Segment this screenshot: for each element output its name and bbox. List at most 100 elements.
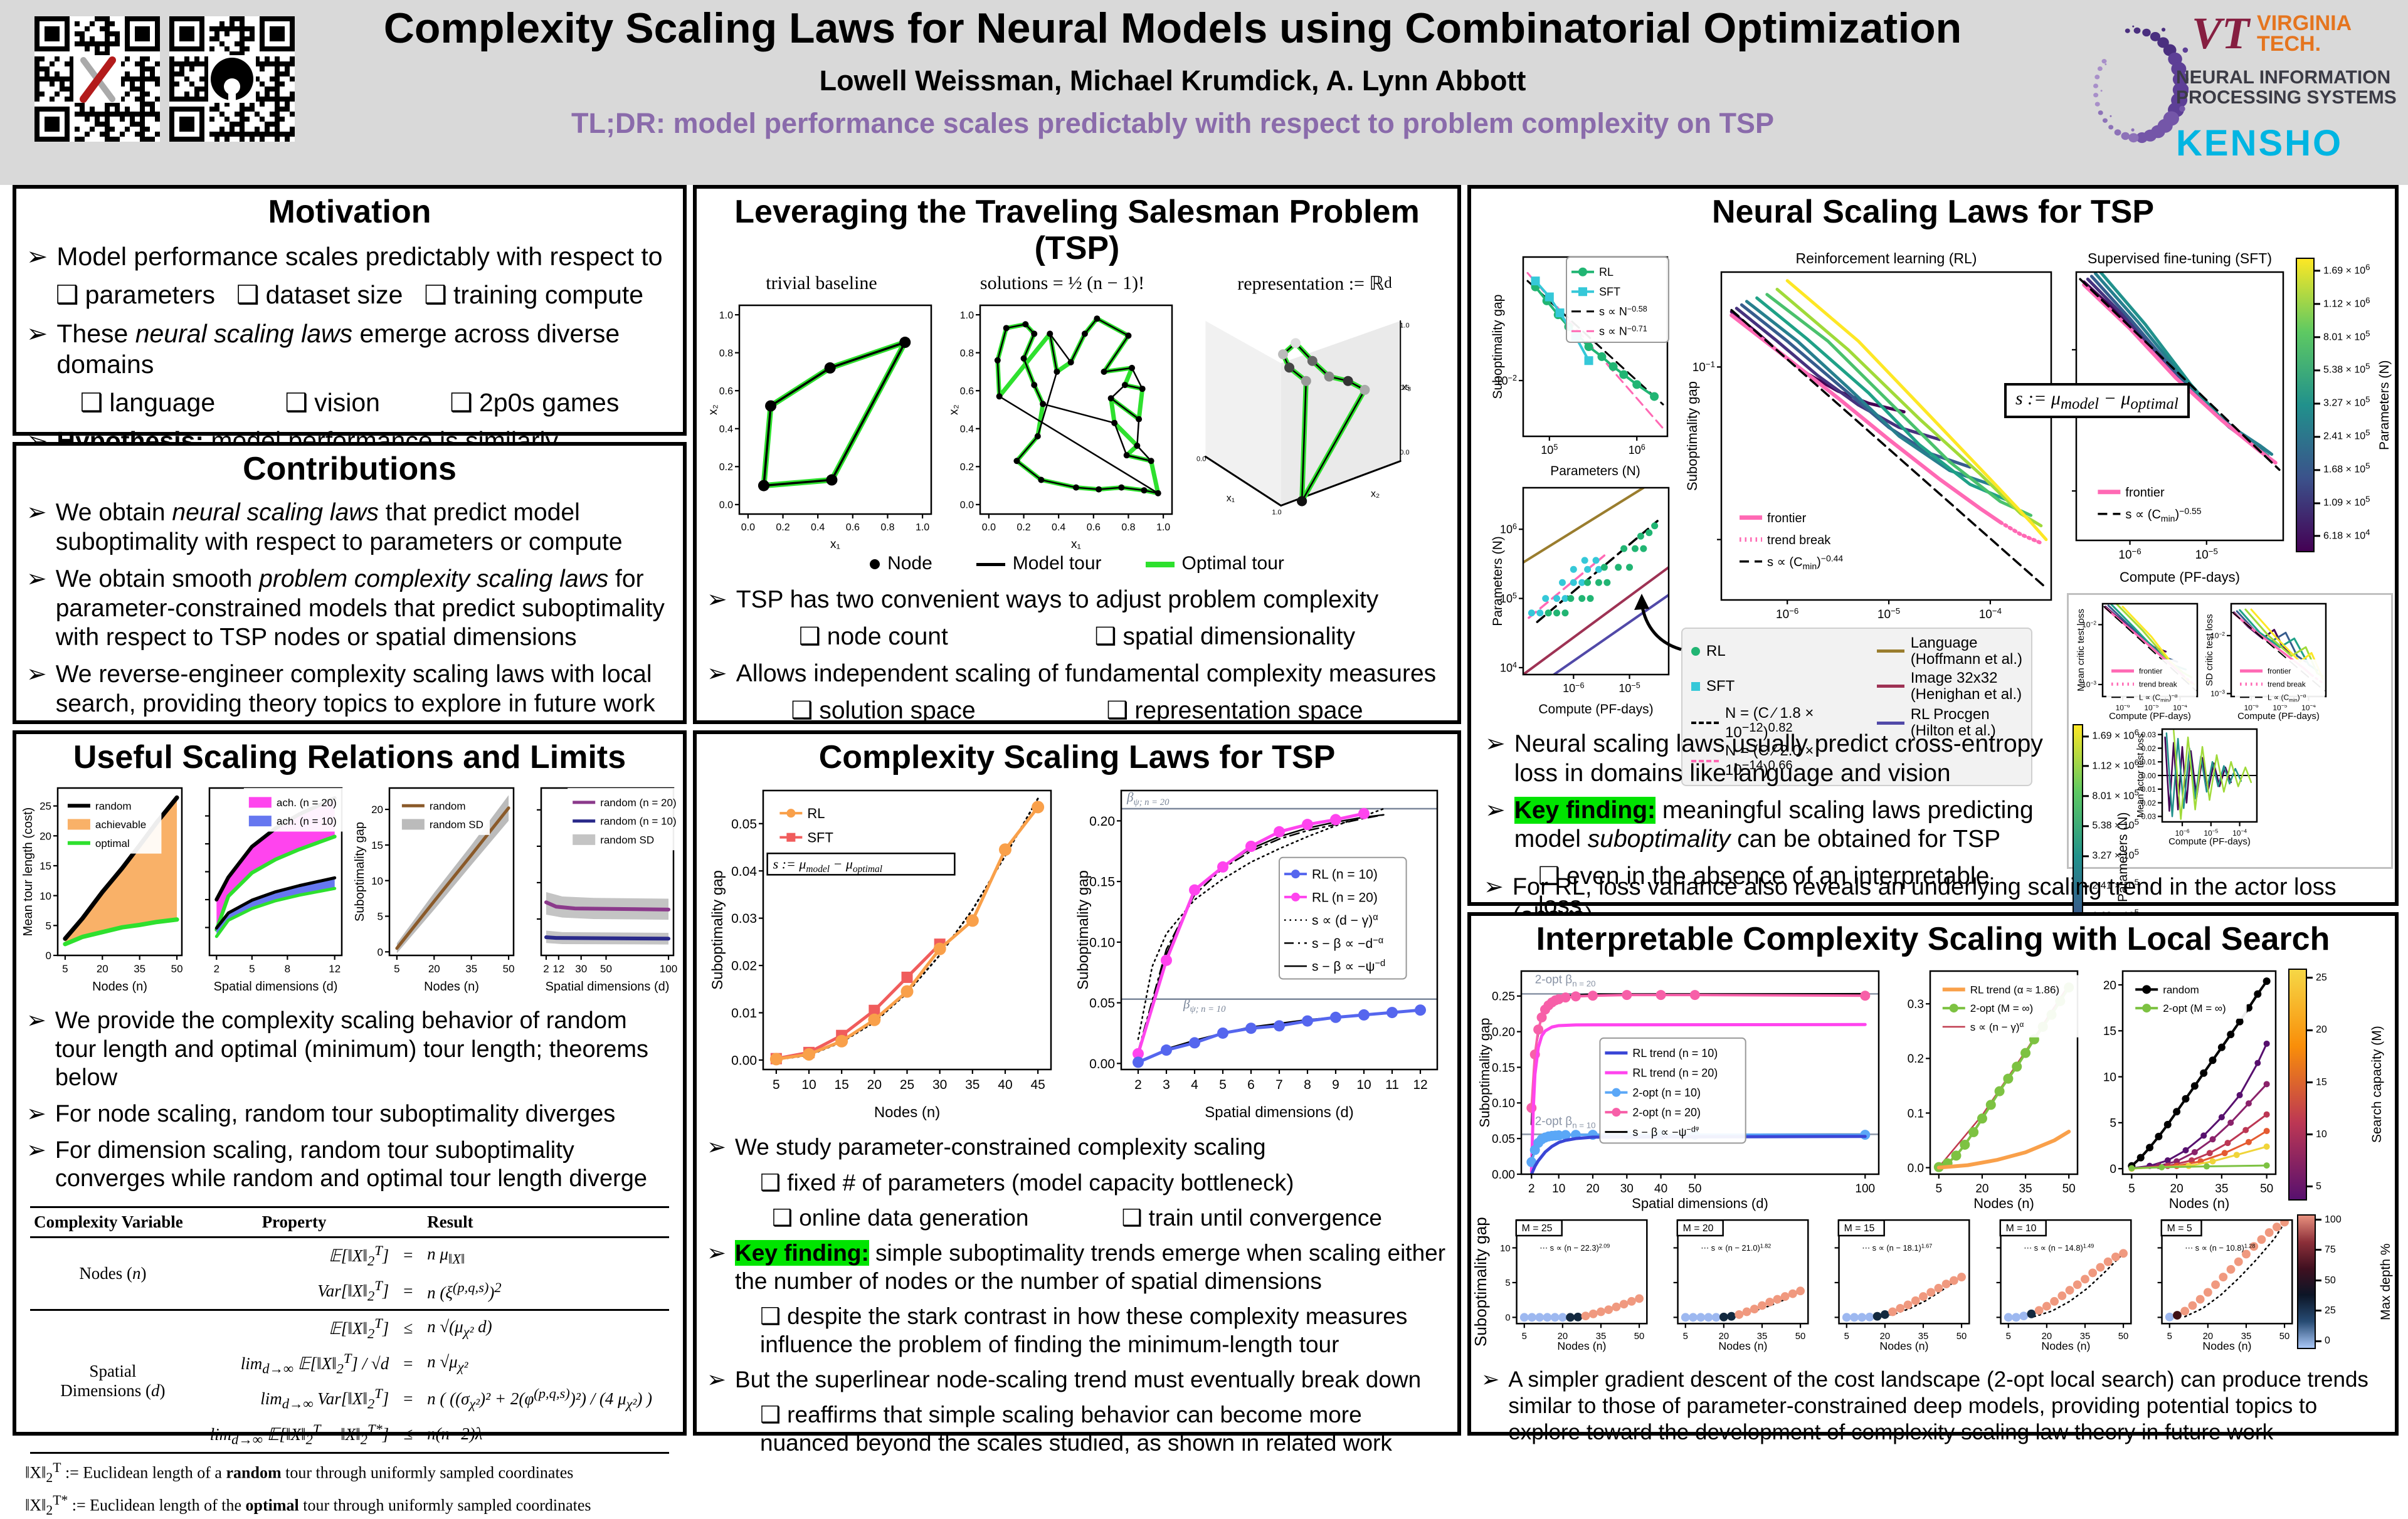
colorbar-parameters: 1.69 × 106 1.12 × 106 8.01 × 105 5.38 × 105… <box>2296 258 2394 552</box>
chart-rl-compute: 10−610−510−410−1Compute (PF-days)Subopti… <box>1681 242 2057 646</box>
svg-text:0.5: 0.5 <box>1400 384 1409 392</box>
svg-text:5: 5 <box>1505 1278 1510 1288</box>
tsp-legend-item: Node <box>870 553 932 574</box>
svg-text:0.6: 0.6 <box>719 386 733 397</box>
svg-text:5: 5 <box>2005 1332 2010 1342</box>
svg-text:s ∝ (n − γ)α: s ∝ (n − γ)α <box>1970 1020 2024 1033</box>
svg-text:Parameters (N): Parameters (N) <box>1550 464 1640 478</box>
svg-text:Nodes (n): Nodes (n) <box>2041 1340 2090 1352</box>
svg-text:Nodes (n): Nodes (n) <box>1557 1340 1606 1352</box>
svg-text:0.15: 0.15 <box>1089 875 1115 890</box>
bullet-arrow-icon: ➢ <box>26 242 48 271</box>
colorbar-tick: 2.41 × 105 <box>2083 877 2139 891</box>
svg-text:RL trend (n = 20): RL trend (n = 20) <box>1632 1067 1718 1080</box>
svg-text:0.00: 0.00 <box>2141 771 2157 780</box>
svg-text:106: 106 <box>1500 522 1517 535</box>
svg-text:random SD: random SD <box>430 819 483 831</box>
bullet-arrow-icon: ➢ <box>26 661 47 688</box>
svg-text:0.0: 0.0 <box>741 522 755 533</box>
svg-text:50: 50 <box>1956 1332 1967 1342</box>
colorbar-tick: 25 <box>2316 1305 2336 1317</box>
svg-text:Parameters (N): Parameters (N) <box>1491 536 1505 626</box>
chart-tour-length-vs-nodes: 5 20 35 50 0 5 10 15 20 25 Nodes (n) Mean tour leng… <box>18 779 187 996</box>
svg-text:10−2: 10−2 <box>2082 619 2096 629</box>
svg-text:frontier: frontier <box>2139 667 2162 676</box>
bullet-text: For dimension scaling, random tour subop… <box>55 1137 648 1192</box>
legend-item: N = (C ⁄ 1.8 × 10−12)0.82 <box>1691 705 1866 741</box>
tsp-sub2: solutions = ½ (n − 1)! <box>980 273 1145 294</box>
svg-text:x₂: x₂ <box>707 405 720 416</box>
svg-text:0.2: 0.2 <box>1017 522 1030 533</box>
svg-text:20: 20 <box>1719 1332 1729 1342</box>
svg-text:Nodes (n): Nodes (n) <box>424 980 479 994</box>
svg-text:10−5: 10−5 <box>1877 606 1900 621</box>
svg-text:Nodes (n): Nodes (n) <box>2169 1196 2230 1211</box>
svg-text:10−5: 10−5 <box>2273 703 2287 712</box>
svg-text:RL: RL <box>807 806 825 821</box>
chart-search-capacity: 5 20 35 50 0 5 10 15 20 Nodes (n) random 2-opt (M =… <box>2089 962 2283 1213</box>
svg-text:0.04: 0.04 <box>731 865 757 879</box>
svg-text:0.4: 0.4 <box>719 424 733 435</box>
svg-text:20: 20 <box>371 804 383 816</box>
svg-text:100: 100 <box>1855 1182 1875 1196</box>
svg-text:achievable: achievable <box>95 819 146 831</box>
chart-depth-m20: 5 20 35 50 Nodes (n) M = 20 ⋯ s ∝ (n − 21.0)1.… <box>1652 1214 1813 1355</box>
local-bullets: ➢ A simpler gradient descent of the cost … <box>1471 1355 2395 1449</box>
svg-text:frontier: frontier <box>2125 486 2165 500</box>
colorbar-tick: 6.18 × 104 <box>2315 527 2370 542</box>
svg-text:8: 8 <box>285 963 290 975</box>
svg-text:0.0: 0.0 <box>1400 449 1409 456</box>
svg-text:0.05: 0.05 <box>731 817 757 832</box>
svg-text:10−2: 10−2 <box>2210 631 2225 640</box>
legend-item: Image 32x32 (Henighan et al.) <box>1876 670 2022 703</box>
svg-text:Compute (PF-days): Compute (PF-days) <box>1538 702 1653 717</box>
svg-text:L ∝ (Cmin)−α: L ∝ (Cmin)−α <box>2268 692 2306 703</box>
tsp-legend: Node Model tour Optimal tour <box>697 553 1457 574</box>
bullet-item: ➢ For dimension scaling, random tour subo… <box>26 1137 673 1194</box>
chart-mean-critic-loss: 10−6 10−5 10−4 10−2 10−3 Compute (PF-days) Mea… <box>2073 599 2201 724</box>
chart-2opt-vs-dims: 2 10 20 30 40 50 100 0.00 0.05 0.10 0.15 0.20 0.25 Sp… <box>1474 962 1888 1213</box>
virginia-tech-logo: VT VIRGINIA TECH. <box>2192 8 2352 60</box>
svg-text:50: 50 <box>2118 1332 2128 1342</box>
svg-text:10−6: 10−6 <box>1776 606 1798 621</box>
svg-text:10−2: 10−2 <box>1496 374 1517 387</box>
svg-text:2: 2 <box>214 963 219 975</box>
svg-text:0.02: 0.02 <box>731 959 757 974</box>
svg-text:1.0: 1.0 <box>1400 322 1409 330</box>
checkbox-item: ❑ training compute <box>424 280 644 310</box>
svg-text:2-opt (M = ∞): 2-opt (M = ∞) <box>2163 1002 2226 1014</box>
chart-mean-actor-loss: 10−6 10−5 10−4 0.03 0.02 0.01 0.00 −0.01 −0.02 −0… <box>2132 724 2261 849</box>
svg-text:0.03: 0.03 <box>2141 730 2157 739</box>
svg-text:12: 12 <box>1413 1078 1427 1092</box>
theorem-table: Complexity Variable Property Result Nodes (… <box>16 1197 683 1454</box>
svg-text:0.00: 0.00 <box>1089 1057 1115 1071</box>
svg-text:50: 50 <box>1634 1332 1645 1342</box>
bullet-arrow-icon: ➢ <box>1481 1367 1500 1392</box>
svg-text:Spatial dimensions (d): Spatial dimensions (d) <box>546 980 670 994</box>
colorbar-tick: 3.27 × 105 <box>2315 395 2370 409</box>
svg-text:0.0: 0.0 <box>1908 1162 1924 1175</box>
svg-text:20: 20 <box>1558 1332 1568 1342</box>
svg-text:0.4: 0.4 <box>960 424 974 435</box>
colorbar-tick: 1.69 × 106 <box>2315 262 2370 276</box>
colorbar-label: Parameters (N) <box>2377 360 2392 450</box>
svg-text:Mean tour length (cost): Mean tour length (cost) <box>21 807 35 937</box>
svg-text:s ∝ N−0.58: s ∝ N−0.58 <box>1599 305 1647 318</box>
svg-text:50: 50 <box>2279 1332 2290 1342</box>
tsp-legend-item: Model tour <box>976 553 1102 574</box>
bullet-arrow-icon: ➢ <box>26 1101 46 1128</box>
colorbar-tick: 10 <box>2307 1129 2327 1140</box>
svg-text:5: 5 <box>46 920 51 932</box>
svg-text:0.20: 0.20 <box>1089 814 1115 829</box>
svg-text:10−5: 10−5 <box>2195 547 2218 562</box>
arrow-annotation <box>1634 594 1682 651</box>
colorbar-tick: 5.38 × 105 <box>2315 362 2370 376</box>
svg-text:8: 8 <box>1304 1078 1311 1092</box>
svg-text:0.25: 0.25 <box>1492 991 1515 1004</box>
svg-text:0.0: 0.0 <box>982 522 996 533</box>
svg-text:⋯ s ∝ (n − 22.3)2.09: ⋯ s ∝ (n − 22.3)2.09 <box>1539 1243 1610 1253</box>
svg-text:10−6: 10−6 <box>1563 681 1584 695</box>
svg-text:Nodes (n): Nodes (n) <box>1719 1340 1768 1352</box>
chart-solution-space: 0.0 0.2 0.4 0.6 0.8 1.0 0.0 0.2 0.4 0.6 0.8 1.0 x₁ x₂ <box>944 298 1181 553</box>
svg-text:2-opt (n = 10): 2-opt (n = 10) <box>1632 1086 1701 1099</box>
